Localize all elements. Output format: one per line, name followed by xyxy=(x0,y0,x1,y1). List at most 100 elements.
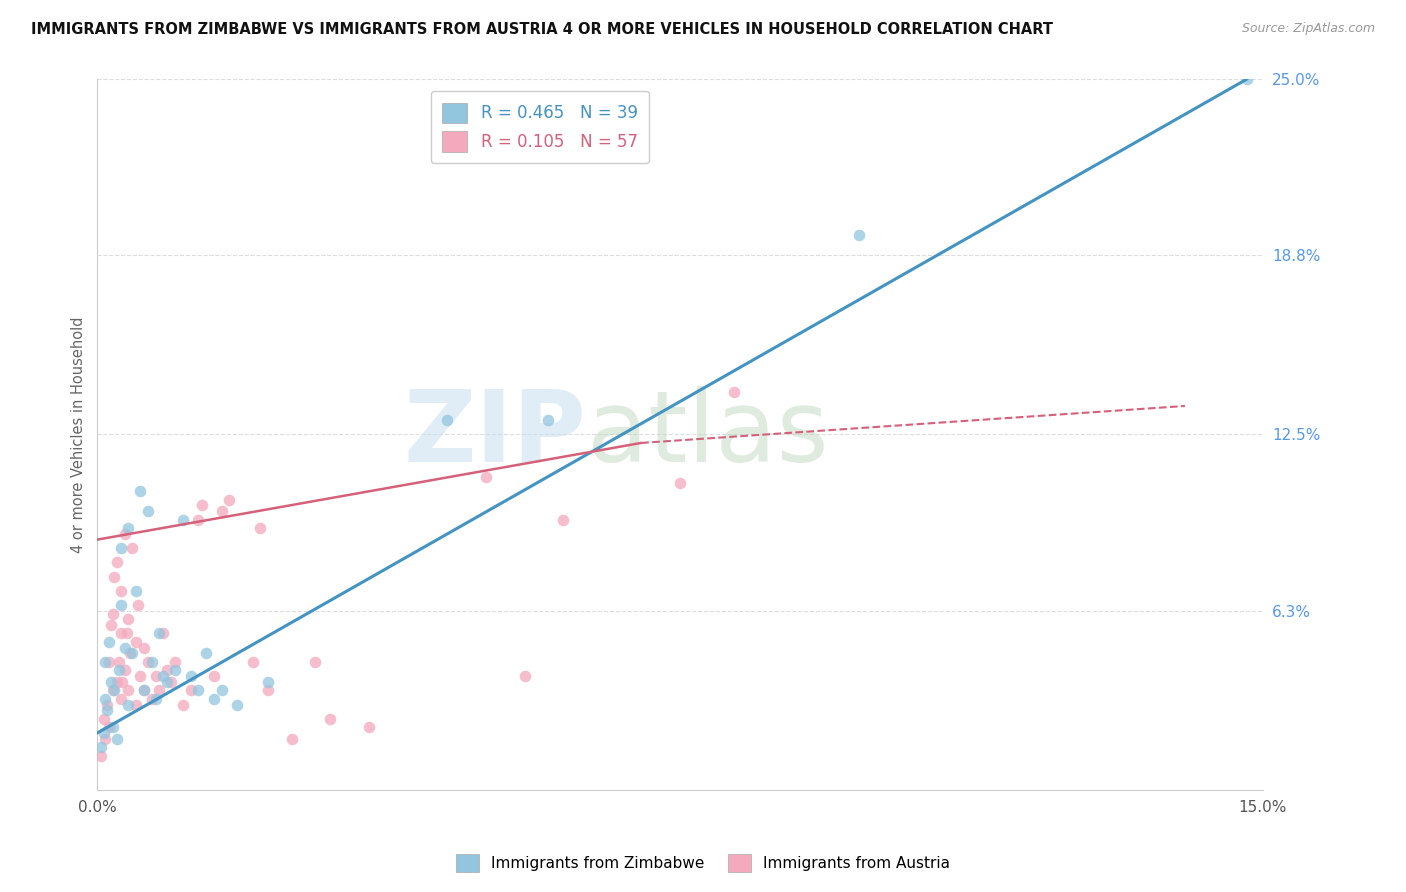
Point xyxy=(94,655,117,669)
Point xyxy=(117,698,139,712)
Point xyxy=(156,664,179,678)
Point xyxy=(115,626,138,640)
Point xyxy=(249,521,271,535)
Point xyxy=(90,740,112,755)
Point xyxy=(172,698,194,712)
Point xyxy=(218,492,240,507)
Point xyxy=(211,683,233,698)
Point xyxy=(110,583,132,598)
Point xyxy=(127,598,149,612)
Point xyxy=(96,698,118,712)
Point xyxy=(98,720,121,734)
Point xyxy=(125,583,148,598)
Point xyxy=(103,683,125,698)
Point xyxy=(93,712,115,726)
Point xyxy=(93,726,115,740)
Point xyxy=(242,655,264,669)
Point xyxy=(148,683,170,698)
Point xyxy=(110,626,132,640)
Point xyxy=(145,691,167,706)
Point xyxy=(121,646,143,660)
Point xyxy=(117,521,139,535)
Point xyxy=(280,731,302,746)
Point xyxy=(121,541,143,556)
Point xyxy=(136,655,159,669)
Point xyxy=(537,413,560,427)
Point xyxy=(202,691,225,706)
Point xyxy=(111,674,134,689)
Point xyxy=(156,674,179,689)
Point xyxy=(110,541,132,556)
Point xyxy=(513,669,536,683)
Point xyxy=(553,513,575,527)
Point xyxy=(114,664,136,678)
Point xyxy=(101,607,124,621)
Point xyxy=(98,635,121,649)
Point xyxy=(136,504,159,518)
Text: atlas: atlas xyxy=(586,386,828,483)
Point xyxy=(90,748,112,763)
Text: Source: ZipAtlas.com: Source: ZipAtlas.com xyxy=(1241,22,1375,36)
Point xyxy=(105,674,128,689)
Point xyxy=(163,664,186,678)
Point xyxy=(105,731,128,746)
Point xyxy=(148,626,170,640)
Legend: R = 0.465   N = 39, R = 0.105   N = 57: R = 0.465 N = 39, R = 0.105 N = 57 xyxy=(430,91,650,163)
Text: IMMIGRANTS FROM ZIMBABWE VS IMMIGRANTS FROM AUSTRIA 4 OR MORE VEHICLES IN HOUSEH: IMMIGRANTS FROM ZIMBABWE VS IMMIGRANTS F… xyxy=(31,22,1053,37)
Point xyxy=(152,669,174,683)
Point xyxy=(98,655,121,669)
Point xyxy=(180,669,202,683)
Point xyxy=(187,513,209,527)
Legend: Immigrants from Zimbabwe, Immigrants from Austria: Immigrants from Zimbabwe, Immigrants fro… xyxy=(449,846,957,880)
Point xyxy=(132,683,155,698)
Point xyxy=(474,470,496,484)
Point xyxy=(226,698,249,712)
Point xyxy=(172,513,194,527)
Point xyxy=(129,484,152,499)
Point xyxy=(132,640,155,655)
Point xyxy=(129,669,152,683)
Text: ZIP: ZIP xyxy=(404,386,586,483)
Point xyxy=(257,683,280,698)
Point xyxy=(101,683,124,698)
Point xyxy=(1236,72,1258,87)
Point xyxy=(117,612,139,626)
Point xyxy=(108,664,131,678)
Point xyxy=(848,228,870,243)
Point xyxy=(114,640,136,655)
Point xyxy=(96,703,118,717)
Point xyxy=(117,683,139,698)
Point xyxy=(110,691,132,706)
Point xyxy=(145,669,167,683)
Point xyxy=(110,598,132,612)
Point xyxy=(359,720,381,734)
Point xyxy=(180,683,202,698)
Point xyxy=(125,635,148,649)
Point xyxy=(211,504,233,518)
Point xyxy=(436,413,458,427)
Point xyxy=(191,499,214,513)
Point xyxy=(94,731,117,746)
Point xyxy=(319,712,342,726)
Point xyxy=(163,655,186,669)
Point xyxy=(160,674,183,689)
Point xyxy=(132,683,155,698)
Point xyxy=(723,384,745,399)
Point xyxy=(100,674,122,689)
Point xyxy=(100,618,122,632)
Y-axis label: 4 or more Vehicles in Household: 4 or more Vehicles in Household xyxy=(72,316,86,553)
Point xyxy=(108,655,131,669)
Point xyxy=(195,646,218,660)
Point xyxy=(125,698,148,712)
Point xyxy=(141,655,163,669)
Point xyxy=(669,475,692,490)
Point xyxy=(105,555,128,569)
Point xyxy=(187,683,209,698)
Point xyxy=(101,720,124,734)
Point xyxy=(304,655,326,669)
Point xyxy=(114,527,136,541)
Point xyxy=(118,646,141,660)
Point xyxy=(94,691,117,706)
Point xyxy=(103,569,125,583)
Point xyxy=(202,669,225,683)
